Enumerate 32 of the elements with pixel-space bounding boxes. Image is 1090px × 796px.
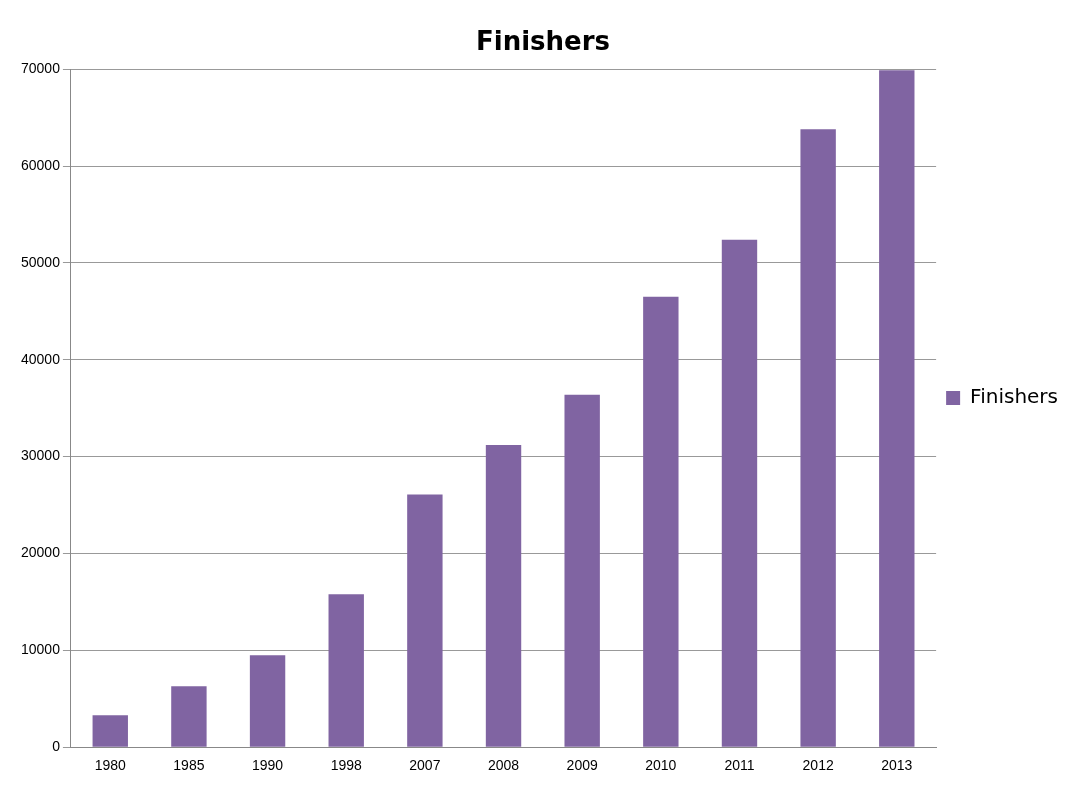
x-tick-label: 1990 xyxy=(251,757,284,774)
x-tick-label: 1998 xyxy=(330,757,362,774)
bar xyxy=(643,296,679,747)
y-tick-label: 60000 xyxy=(20,156,61,173)
bar xyxy=(407,494,443,747)
x-tick-label: 2007 xyxy=(409,757,441,774)
bar xyxy=(879,70,915,747)
x-tick-label: 2012 xyxy=(802,757,834,774)
bar xyxy=(171,686,207,747)
bar xyxy=(721,239,758,747)
bar xyxy=(564,394,600,747)
x-tick-label: 1985 xyxy=(173,757,205,774)
bar xyxy=(328,594,364,747)
y-tick-label: 30000 xyxy=(20,447,61,464)
y-tick-label: 10000 xyxy=(20,641,61,658)
x-tick-label: 1980 xyxy=(94,757,127,774)
x-tick-label: 2008 xyxy=(487,757,520,774)
x-tick-label: 2011 xyxy=(724,757,755,774)
legend-label: Finishers xyxy=(970,384,1059,409)
bar xyxy=(800,129,836,747)
bar xyxy=(92,715,128,747)
y-tick-label: 20000 xyxy=(20,544,61,561)
y-tick-label: 40000 xyxy=(20,350,61,367)
x-tick-label: 2009 xyxy=(566,757,598,774)
bar xyxy=(485,445,522,747)
x-tick-label: 2010 xyxy=(645,757,677,774)
y-tick-label: 50000 xyxy=(20,253,61,270)
y-tick-label: 0 xyxy=(52,738,61,755)
y-tick-label: 70000 xyxy=(20,60,61,77)
chart-title: Finishers xyxy=(475,26,611,57)
bar xyxy=(249,655,286,747)
x-tick-label: 2013 xyxy=(881,757,913,774)
